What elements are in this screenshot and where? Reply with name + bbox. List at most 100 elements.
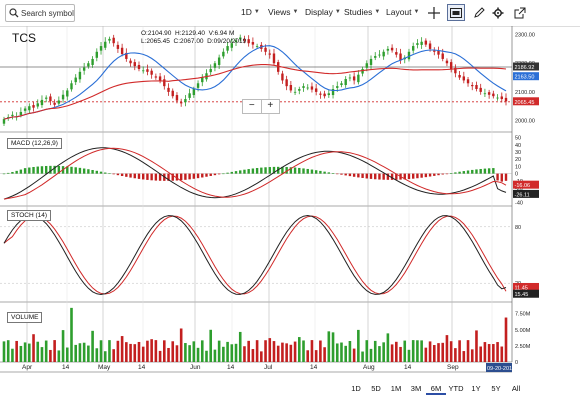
macd-histogram-bar [133,173,136,179]
macd-pane[interactable] [0,147,512,200]
volume-bar [335,343,339,362]
mid-sma-badge: 2163.50 [515,75,535,81]
candle-body [437,50,440,55]
candle-body [91,58,94,65]
info-panel-icon [450,7,462,18]
time-tick-label: 14 [138,364,146,371]
volume-bar [306,350,310,362]
search-box[interactable]: Search symbol [5,4,75,22]
sma-slow-line [3,64,507,120]
macd-line [3,147,507,200]
volume-bar [264,340,267,362]
zoom-in-button[interactable]: + [267,100,274,111]
volume-bar [163,340,166,362]
macd-histogram-bar [167,173,170,181]
volume-bar [458,340,461,362]
volume-bar [137,341,141,362]
macd-histogram-bar [306,168,309,174]
candle-body [382,51,385,57]
macd-histogram-bar [437,173,440,176]
volume-bar [70,307,73,362]
volume-bar [95,348,99,362]
range-5d[interactable]: 5D [371,384,381,393]
search-input[interactable]: Search symbol [21,8,74,18]
candle-body [479,87,482,92]
macd-histogram-bar [416,173,419,179]
time-tick-label: May [98,364,111,371]
volume-bar [44,340,48,362]
volume-bar [188,345,191,362]
range-1m[interactable]: 1M [390,384,402,393]
candle-body [399,53,402,61]
macd-histogram-bar [104,172,107,174]
range-1d[interactable]: 1D [351,384,361,393]
macd-histogram-bar [386,173,390,180]
range-1y[interactable]: 1Y [471,384,481,393]
candle-body [209,68,212,73]
volume-bar [171,341,175,362]
volume-bar [167,347,170,362]
range-ytd[interactable]: YTD [448,384,464,393]
crosshair-button[interactable] [425,4,443,21]
volume-bar [357,329,360,362]
chevron-down-icon: ▼ [253,9,260,15]
settings-button[interactable] [489,4,507,21]
range-6m[interactable]: 6M [426,384,446,395]
candle-body [78,71,82,80]
range-selector: 1D 5D 1M 3M 6M YTD 1Y 5Y All [346,384,526,395]
range-5y[interactable]: 5Y [491,384,501,393]
range-3m[interactable]: 3M [410,384,422,393]
volume-value: V:6.94 M [208,30,235,37]
price-tick-label: 2300.00 [515,33,535,39]
current-date-badge-bg [486,363,512,372]
volume-bar [133,344,137,362]
candle-body [285,79,288,87]
volume-bar [108,340,111,362]
volume-pane[interactable] [2,307,508,362]
macd-histogram-bar [268,167,271,174]
macd-histogram-bar [137,173,141,179]
macd-histogram-bar [70,166,73,174]
macd-histogram-bar [247,169,250,174]
macd-histogram-bar [378,173,381,180]
candle-body [66,90,69,97]
interval-menu[interactable]: 1D ▼ [241,7,260,17]
mid-sma-badge-bg [513,72,539,81]
zoom-out-button[interactable]: − [243,100,262,113]
views-menu[interactable]: Views ▼ [268,7,298,17]
macd-histogram-bar [403,173,406,180]
macd-histogram-bar [314,170,318,174]
macd-tick-label: -20 [515,186,523,192]
macd-histogram-bar [234,171,238,174]
share-button[interactable] [511,4,529,21]
time-tick-label: 14 [310,364,318,371]
volume-bar [361,351,364,362]
candle-body [36,103,39,107]
macd-histogram-bar [196,173,200,179]
volume-bar [293,341,297,362]
macd-histogram-bar [154,173,158,181]
volume-tick-label: 5.00M [515,328,531,334]
volume-bar [403,340,407,362]
macd-histogram-bar [243,169,246,174]
volume-bar [112,349,115,362]
volume-bar [369,348,373,362]
macd-histogram-bar [150,173,153,181]
range-all[interactable]: All [511,384,521,393]
price-pane[interactable] [0,34,512,126]
stoch-k-line [3,214,507,296]
chart-info-button[interactable] [447,4,465,21]
studies-menu[interactable]: Studies ▼ [344,7,380,17]
volume-bar [348,341,352,362]
volume-bar [19,345,23,362]
candle-body [53,102,56,105]
display-menu[interactable]: Display ▼ [305,7,341,17]
layout-menu[interactable]: Layout ▼ [386,7,419,17]
stoch-tick-label: 80 [515,225,521,231]
volume-bar [57,350,61,362]
draw-button[interactable] [470,4,488,21]
macd-histogram-bar [192,173,196,179]
stoch-pane[interactable] [0,214,512,296]
macd-histogram-bar [82,168,86,174]
